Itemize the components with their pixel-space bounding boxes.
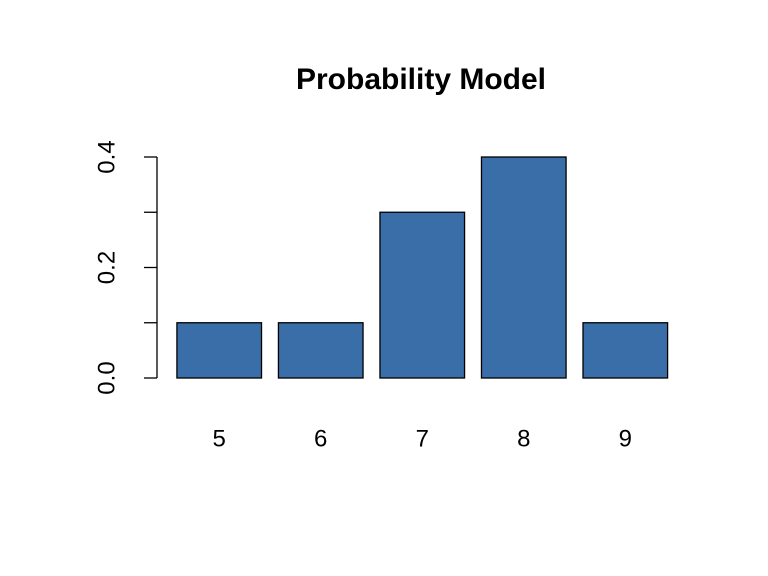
x-tick-label: 5 [213, 425, 226, 452]
x-tick-label: 6 [314, 425, 327, 452]
x-tick-label: 8 [517, 425, 530, 452]
x-tick-label: 9 [619, 425, 632, 452]
bar [277, 322, 364, 379]
x-tick-label: 7 [416, 425, 429, 452]
bar [480, 156, 567, 379]
bar [582, 322, 669, 379]
bar [176, 322, 263, 379]
y-tick-label: 0.4 [93, 140, 120, 173]
y-tick-label: 0.2 [93, 251, 120, 284]
y-tick-label: 0.0 [93, 361, 120, 394]
chart-title: Probability Model [296, 63, 546, 96]
bar [379, 211, 466, 379]
